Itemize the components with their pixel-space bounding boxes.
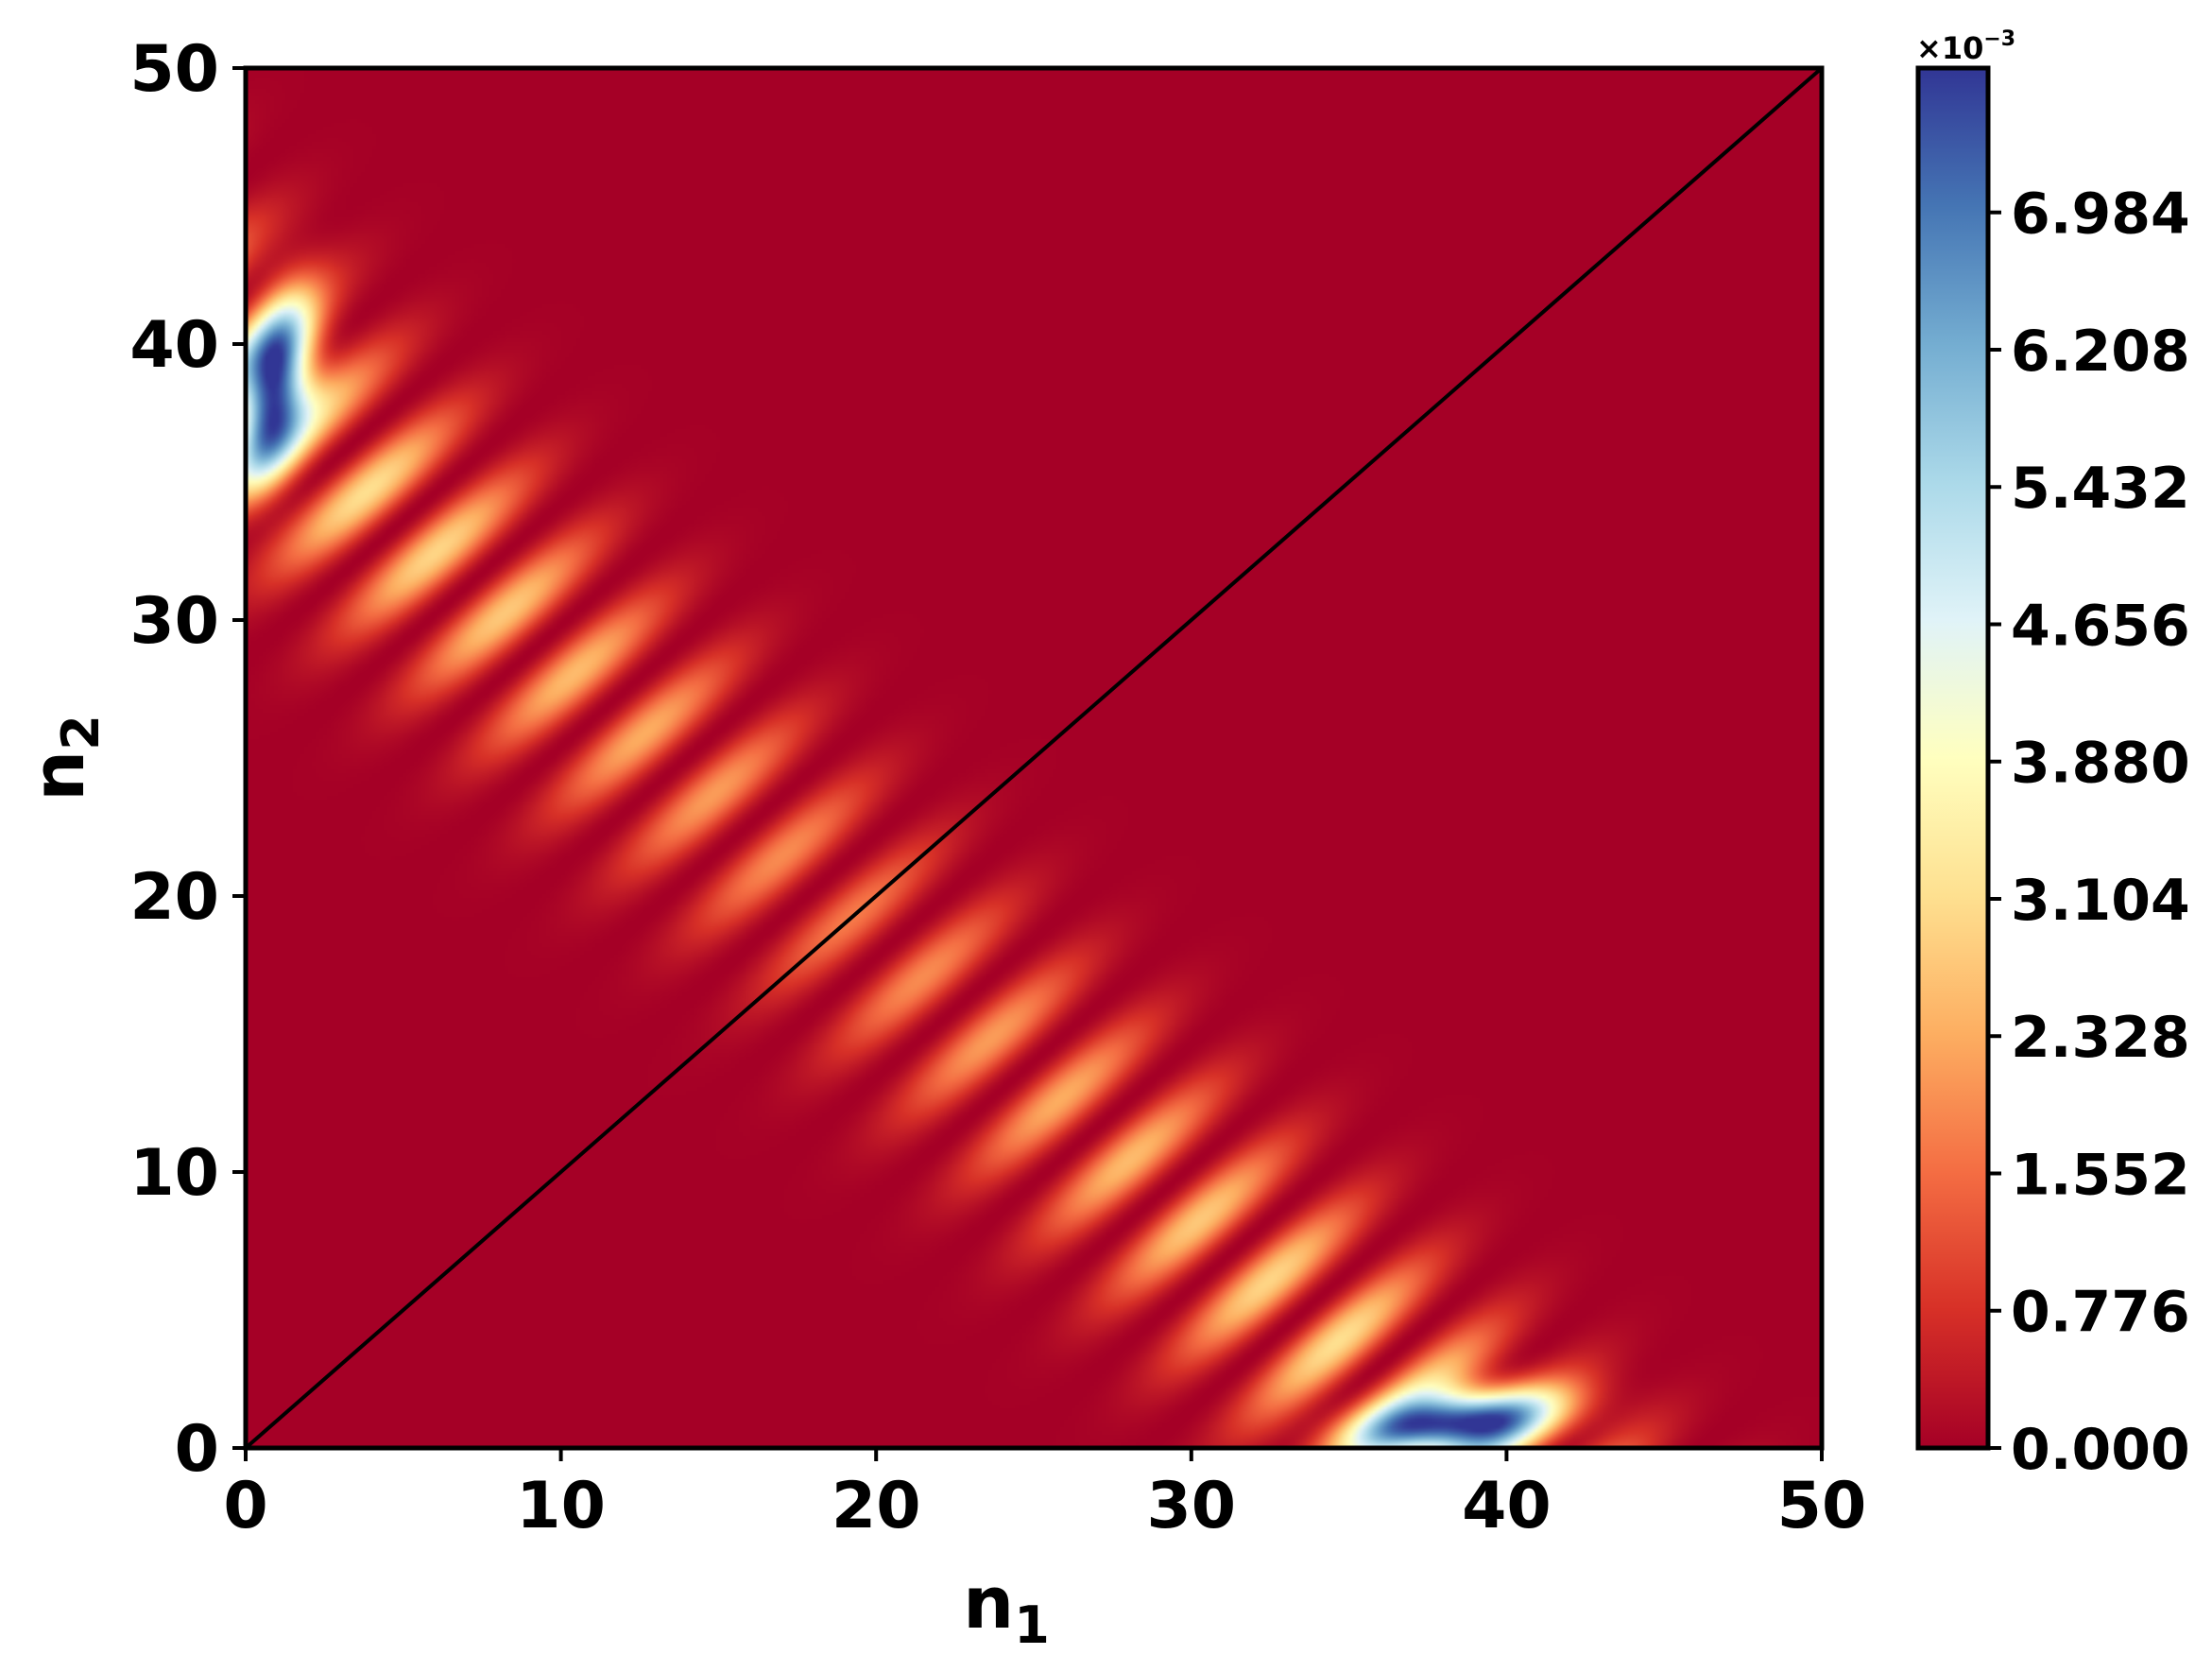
colorbar-tick-label: 6.984 (2011, 181, 2190, 248)
colorbar-tick-label: 6.208 (2011, 319, 2190, 385)
colorbar-tick-label: 2.328 (2011, 1005, 2190, 1071)
colorbar-multiplier-exponent: −3 (1983, 27, 2015, 51)
diagonal-line (244, 66, 1824, 1450)
y-axis-label-main: n (16, 750, 100, 802)
y-tick-label: 20 (129, 860, 219, 935)
y-tick-label: 10 (129, 1136, 219, 1211)
colorbar-gradient (1918, 68, 1988, 1448)
y-axis-label: n2 (16, 715, 111, 802)
x-axis-label: n1 (963, 1560, 1050, 1655)
x-tick-label: 0 (223, 1469, 267, 1543)
colorbar-tick-label: 3.880 (2011, 731, 2190, 797)
colorbar-tick-label: 4.656 (2011, 593, 2190, 659)
x-tick-label: 30 (1146, 1469, 1236, 1543)
x-tick-label: 50 (1777, 1469, 1867, 1543)
colorbar-ticks: 0.000 0.776 1.552 2.328 3.104 3.880 4.656 5.432… (1988, 181, 2190, 1483)
colorbar-tick-label: 3.104 (2011, 868, 2190, 934)
plot-frame (243, 65, 1825, 1451)
colorbar-tick-label: 0.000 (2011, 1417, 2190, 1483)
colorbar: 0.000 0.776 1.552 2.328 3.104 3.880 4.656 5.432… (1915, 27, 2190, 1483)
colorbar-tick-label: 1.552 (2011, 1142, 2190, 1208)
x-axis-label-main: n (963, 1560, 1014, 1645)
x-tick-label: 20 (832, 1469, 921, 1543)
y-tick-label: 50 (129, 32, 219, 107)
colorbar-frame (1915, 65, 1991, 1451)
x-tick-label: 40 (1462, 1469, 1552, 1543)
y-axis-ticks: 0 10 20 30 40 50 (129, 32, 246, 1487)
heatmap-area (243, 65, 1825, 1451)
x-tick-label: 10 (516, 1469, 606, 1543)
y-tick-label: 30 (129, 584, 219, 659)
x-axis-ticks: 0 10 20 30 40 50 (223, 1448, 1866, 1543)
colorbar-multiplier-base: ×10 (1916, 30, 1983, 66)
y-tick-label: 40 (129, 308, 219, 383)
x-axis-label-sub: 1 (1014, 1595, 1050, 1655)
y-axis-label-sub: 2 (51, 715, 111, 750)
colorbar-multiplier: ×10−3 (1916, 27, 2015, 66)
colorbar-tick-label: 0.776 (2011, 1280, 2190, 1346)
colorbar-tick-label: 5.432 (2011, 456, 2190, 522)
y-tick-label: 0 (175, 1412, 219, 1487)
